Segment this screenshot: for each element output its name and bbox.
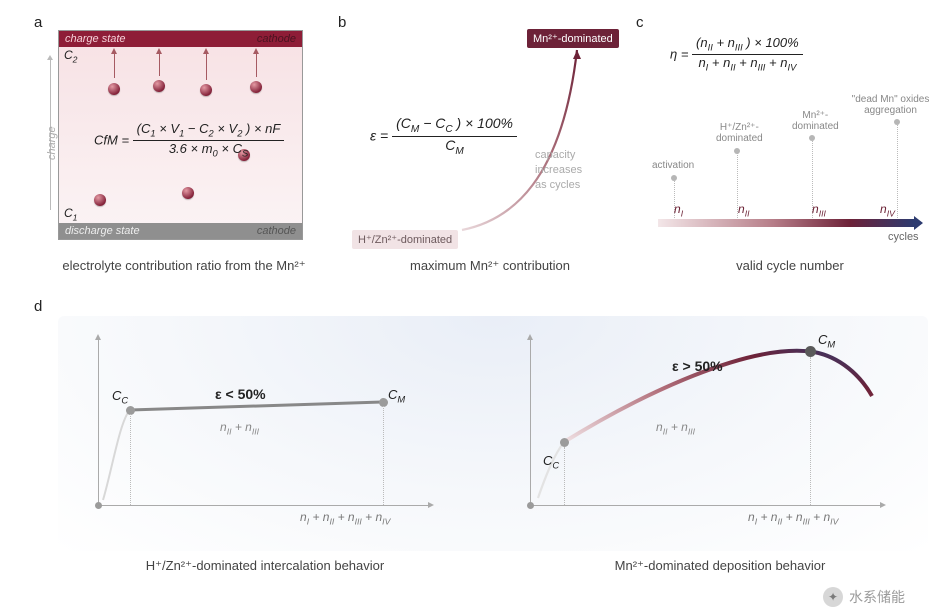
xlabels-right: nI + nII + nIII + nIV [748, 510, 838, 526]
right-curve [530, 330, 900, 510]
panel-d-left-caption: H⁺/Zn²⁺-dominated intercalation behavior [120, 558, 410, 574]
charge-state-text: charge state [65, 33, 126, 45]
label-a: a [34, 14, 42, 31]
up-arrow [206, 54, 207, 80]
cycles-text: cycles [888, 231, 919, 243]
cm-label-left: CM [388, 387, 405, 405]
panel-d-right-caption: Mn²⁺-dominated deposition behavior [580, 558, 860, 574]
ion-dot [200, 84, 212, 96]
mid-label-right: nII + nIII [656, 420, 695, 436]
label-c: c [636, 14, 644, 31]
tick-line [897, 122, 898, 218]
eps-left: ε < 50% [215, 386, 266, 402]
vline-left-1 [130, 414, 131, 505]
tick-label-hzn: H⁺/Zn²⁺-dominated [716, 122, 763, 144]
xlabels-left: nI + nII + nIII + nIV [300, 510, 390, 526]
tick-label-mn: Mn²⁺-dominated [792, 110, 839, 132]
label-b: b [338, 14, 346, 31]
eps-right: ε > 50% [672, 358, 723, 374]
cc-label-left: CC [112, 388, 128, 406]
cathode-top-text: cathode [257, 33, 296, 45]
cc-point-right [560, 438, 569, 447]
vline-right-1 [564, 447, 565, 505]
mid-label-left: nII + nIII [220, 420, 259, 436]
cycle-gradient-bar [658, 219, 914, 227]
ion-dot [182, 187, 194, 199]
nIV-label: nIV [880, 202, 895, 218]
panel-a-bottombar: discharge state cathode [59, 223, 302, 239]
label-d: d [34, 298, 42, 315]
vline-left-2 [383, 406, 384, 505]
cc-label-right: CC [543, 453, 559, 471]
panel-a-caption: electrolyte contribution ratio from the … [44, 258, 324, 274]
ion-dot [108, 83, 120, 95]
up-arrow [256, 54, 257, 77]
ion-dot [250, 81, 262, 93]
up-arrow [159, 54, 160, 76]
nII-label: nII [738, 202, 749, 218]
eta-formula: η = (nII + nIII ) × 100% nI + nII + nIII… [670, 36, 803, 74]
panel-a-topbar: charge state cathode [59, 31, 302, 47]
nI-label: nI [674, 202, 683, 218]
tick-dot [894, 119, 900, 125]
watermark: ✦ 水系储能 [823, 587, 905, 607]
cm-point-right [805, 346, 816, 357]
vline-right-2 [810, 357, 811, 505]
tick-label-deadmn: "dead Mn" oxidesaggregation [843, 94, 938, 116]
cm-label-right: CM [818, 332, 835, 350]
wechat-icon: ✦ [823, 587, 843, 607]
cathode-bottom-text: cathode [257, 225, 296, 237]
tick-dot [671, 175, 677, 181]
panel-c-caption: valid cycle number [700, 258, 880, 273]
ion-dot [94, 194, 106, 206]
ion-dot [153, 80, 165, 92]
left-curve [98, 340, 438, 510]
nIII-label: nIII [812, 202, 826, 218]
eps-formula: ε = (CM − CC ) × 100% CM [370, 116, 517, 158]
panel-b-caption: maximum Mn²⁺ contribution [380, 258, 600, 274]
tick-dot [734, 148, 740, 154]
c1-label: C1 [64, 206, 77, 222]
up-arrow [114, 54, 115, 78]
discharge-state-text: discharge state [65, 225, 140, 237]
panel-b-note: capacity increases as cycles [535, 148, 582, 193]
c2-label: C2 [64, 48, 77, 64]
tick-label-activation: activation [652, 160, 694, 171]
charge-side-text: charge [46, 126, 58, 160]
cfm-formula: CfM = (C1 × V1 − C2 × V2 ) × nF 3.6 × m0… [94, 122, 284, 160]
tick-dot [809, 135, 815, 141]
